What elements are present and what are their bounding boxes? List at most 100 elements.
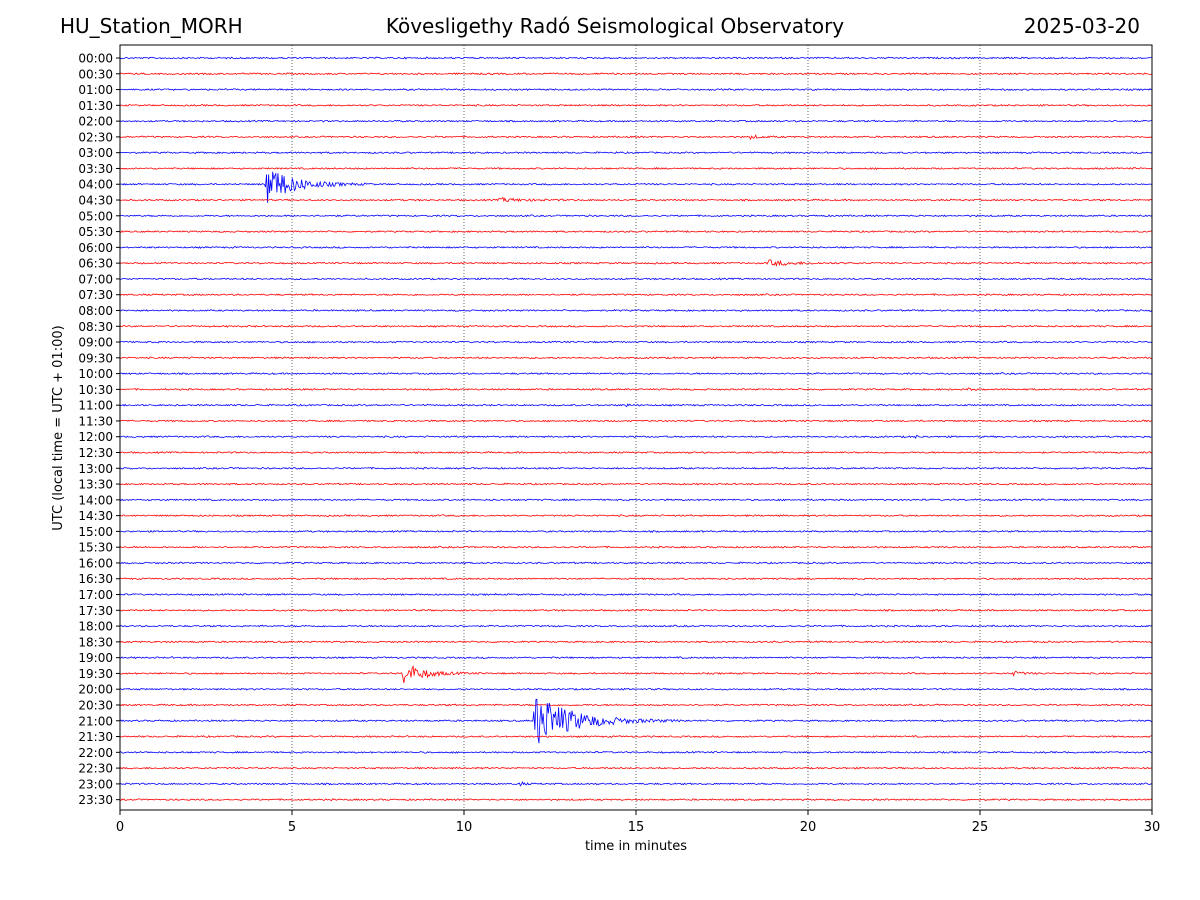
row-label: 20:30 bbox=[78, 698, 113, 712]
trace-1200 bbox=[119, 434, 1153, 439]
trace-0300 bbox=[119, 151, 1153, 155]
trace-1600 bbox=[119, 561, 1153, 565]
row-label: 06:00 bbox=[78, 241, 113, 255]
trace-2230 bbox=[119, 766, 1153, 770]
trace-1500 bbox=[119, 529, 1153, 533]
row-label: 21:00 bbox=[78, 714, 113, 728]
trace-2200 bbox=[120, 750, 1153, 754]
row-label: 11:30 bbox=[78, 414, 113, 428]
row-label: 15:30 bbox=[78, 541, 113, 555]
trace-2030 bbox=[119, 703, 1153, 707]
row-label: 18:00 bbox=[78, 620, 113, 634]
x-tick-label: 10 bbox=[456, 820, 473, 835]
row-label: 23:30 bbox=[78, 793, 113, 807]
trace-0030 bbox=[119, 72, 1153, 76]
trace-0000 bbox=[119, 56, 1153, 60]
trace-1430 bbox=[119, 514, 1153, 518]
trace-1800 bbox=[119, 624, 1153, 628]
row-label: 00:30 bbox=[78, 67, 113, 81]
row-label: 02:00 bbox=[78, 115, 113, 129]
x-tick-label: 0 bbox=[116, 820, 124, 835]
row-label: 14:30 bbox=[78, 509, 113, 523]
trace-1630 bbox=[119, 577, 1153, 581]
trace-2000 bbox=[119, 687, 1153, 691]
row-label: 07:00 bbox=[78, 272, 113, 286]
trace-2300 bbox=[120, 781, 1153, 787]
row-label: 15:00 bbox=[78, 525, 113, 539]
row-label: 00:00 bbox=[78, 52, 113, 66]
x-tick-label: 20 bbox=[800, 820, 817, 835]
row-label: 14:00 bbox=[78, 493, 113, 507]
x-axis-label: time in minutes bbox=[585, 839, 687, 854]
trace-2100 bbox=[119, 698, 1153, 744]
row-label: 11:00 bbox=[78, 399, 113, 413]
row-label: 16:30 bbox=[78, 572, 113, 586]
row-label: 17:30 bbox=[78, 604, 113, 618]
trace-0330 bbox=[119, 166, 1153, 170]
row-label: 12:00 bbox=[78, 430, 113, 444]
trace-2130 bbox=[119, 735, 1153, 738]
trace-0100 bbox=[119, 88, 1153, 92]
row-label: 01:30 bbox=[78, 99, 113, 113]
row-label: 13:00 bbox=[78, 462, 113, 476]
trace-0230 bbox=[119, 134, 1153, 141]
trace-0800 bbox=[119, 308, 1153, 312]
trace-0530 bbox=[119, 230, 1153, 234]
station-name: HU_Station_MORH bbox=[60, 14, 243, 38]
row-label: 23:00 bbox=[78, 777, 113, 791]
trace-0500 bbox=[119, 214, 1153, 218]
row-label: 08:30 bbox=[78, 320, 113, 334]
row-label: 13:30 bbox=[78, 478, 113, 492]
row-label: 09:30 bbox=[78, 351, 113, 365]
x-axis-ticks: 0 5 10 15 20 25 30 bbox=[116, 810, 1160, 835]
trace-1230 bbox=[119, 451, 1153, 455]
trace-0600 bbox=[119, 245, 1153, 249]
row-label: 03:30 bbox=[78, 162, 113, 176]
row-label: 22:00 bbox=[78, 746, 113, 760]
row-label: 09:00 bbox=[78, 336, 113, 350]
trace-1730 bbox=[120, 608, 1153, 612]
row-label: 07:30 bbox=[78, 288, 113, 302]
trace-1530 bbox=[120, 545, 1152, 549]
chart-title: Kövesligethy Radó Seismological Observat… bbox=[385, 14, 845, 38]
trace-0900 bbox=[119, 340, 1153, 344]
traces bbox=[119, 56, 1153, 802]
row-label: 22:30 bbox=[78, 762, 113, 776]
trace-0400 bbox=[119, 171, 1153, 203]
row-label: 08:00 bbox=[78, 304, 113, 318]
chart-date: 2025-03-20 bbox=[1023, 14, 1140, 38]
trace-1400 bbox=[119, 498, 1153, 502]
row-label: 16:00 bbox=[78, 556, 113, 570]
trace-1100 bbox=[119, 403, 1153, 408]
row-label: 19:00 bbox=[78, 651, 113, 665]
trace-2330 bbox=[119, 798, 1153, 802]
trace-1030 bbox=[119, 387, 1153, 392]
trace-0700 bbox=[120, 277, 1153, 281]
trace-0430 bbox=[119, 196, 1153, 203]
trace-0830 bbox=[119, 324, 1153, 328]
row-label: 05:30 bbox=[78, 225, 113, 239]
trace-1330 bbox=[119, 482, 1153, 486]
trace-1300 bbox=[119, 466, 1152, 470]
x-tick-label: 5 bbox=[288, 820, 296, 835]
x-tick-label: 25 bbox=[972, 820, 989, 835]
row-label: 02:30 bbox=[78, 130, 113, 144]
row-label: 20:00 bbox=[78, 683, 113, 697]
row-label: 21:30 bbox=[78, 730, 113, 744]
trace-1000 bbox=[119, 372, 1153, 376]
trace-0200 bbox=[119, 119, 1153, 123]
trace-1900 bbox=[119, 656, 1153, 660]
row-label: 01:00 bbox=[78, 83, 113, 97]
row-label: 04:30 bbox=[78, 194, 113, 208]
trace-0930 bbox=[119, 356, 1153, 360]
row-label: 17:00 bbox=[78, 588, 113, 602]
trace-1830 bbox=[119, 640, 1153, 644]
row-label: 10:30 bbox=[78, 383, 113, 397]
trace-1930 bbox=[119, 665, 1153, 683]
trace-0630 bbox=[119, 259, 1153, 267]
y-axis-label: UTC (local time = UTC + 01:00) bbox=[51, 325, 66, 530]
row-label: 03:00 bbox=[78, 146, 113, 160]
x-tick-label: 30 bbox=[1144, 820, 1161, 835]
